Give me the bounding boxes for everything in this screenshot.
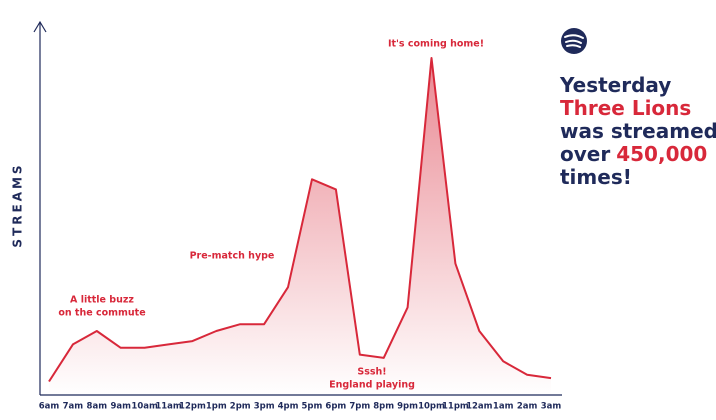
x-tick-label: 6am xyxy=(39,402,60,412)
y-axis-label: STREAMS xyxy=(11,162,25,247)
x-tick-label: 6pm xyxy=(325,402,346,412)
x-tick-label: 9pm xyxy=(397,402,418,412)
annotation: It's coming home! xyxy=(388,39,484,50)
annotation: Sssh! xyxy=(357,367,386,378)
headline-segment: times! xyxy=(560,165,632,189)
headline-segment: Three Lions xyxy=(560,96,691,120)
x-tick-label: 11pm xyxy=(442,402,469,412)
x-tick-label: 8pm xyxy=(373,402,394,412)
x-tick-label: 10pm xyxy=(418,402,445,412)
annotation: on the commute xyxy=(58,308,145,319)
x-tick-label: 4pm xyxy=(278,402,299,412)
x-tick-label: 3pm xyxy=(254,402,275,412)
spotify-logo xyxy=(561,28,587,54)
headline-segment: 450,000 xyxy=(616,142,707,166)
x-tick-label: 8am xyxy=(87,402,108,412)
annotation: England playing xyxy=(329,380,415,391)
headline-segment: was streamed xyxy=(560,119,716,143)
x-tick-label: 10am xyxy=(131,402,158,412)
x-tick-label: 2am xyxy=(517,402,538,412)
headline-line: times! xyxy=(560,165,632,189)
headline-line: over 450,000 xyxy=(560,142,707,166)
headline-line: was streamed xyxy=(560,119,716,143)
x-tick-label: 7am xyxy=(63,402,84,412)
headline-segment: Yesterday xyxy=(559,73,671,97)
annotation: A little buzz xyxy=(70,295,134,306)
area-fill xyxy=(49,58,551,395)
headline-segment: over xyxy=(560,142,610,166)
x-tick-label: 3am xyxy=(541,402,562,412)
y-axis-arrow xyxy=(33,20,47,33)
x-tick-label: 11am xyxy=(155,402,182,412)
x-tick-label: 5pm xyxy=(302,402,323,412)
x-tick-label: 1am xyxy=(493,402,514,412)
x-tick-label: 12am xyxy=(466,402,493,412)
headline-line: Three Lions xyxy=(560,96,691,120)
headline-line: Yesterday xyxy=(559,73,671,97)
line xyxy=(48,57,552,383)
x-tick-label: 12pm xyxy=(179,402,206,412)
x-tick-label: 1pm xyxy=(206,402,227,412)
annotation: Pre-match hype xyxy=(190,251,275,262)
x-tick-label: 2pm xyxy=(230,402,251,412)
x-tick-label: 7pm xyxy=(349,402,370,412)
x-tick-label: 9am xyxy=(110,402,131,412)
